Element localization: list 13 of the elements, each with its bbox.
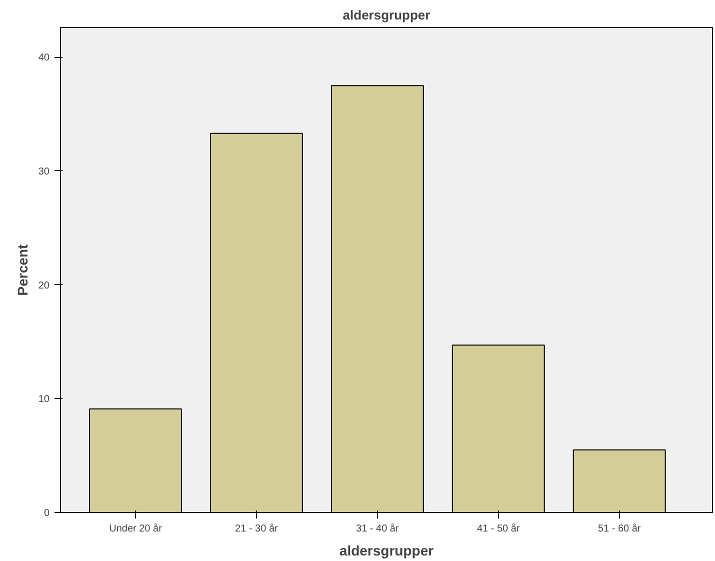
y-axis-title: Percent xyxy=(14,244,30,296)
y-tick-label: 0 xyxy=(44,508,50,519)
y-tick-label: 30 xyxy=(38,166,50,178)
y-tick-label: 10 xyxy=(38,394,50,406)
x-axis-title: aldersgrupper xyxy=(339,542,434,558)
x-tick-label: Under 20 år xyxy=(109,522,163,534)
x-tick-label: 51 - 60 år xyxy=(598,522,642,534)
x-tick-label: 41 - 50 år xyxy=(476,522,520,534)
chart-title: aldersgrupper xyxy=(342,8,430,22)
x-tick-label: 21 - 30 år xyxy=(235,522,279,534)
x-tick-label: 31 - 40 år xyxy=(356,522,400,534)
y-tick-label: 40 xyxy=(38,52,50,64)
y-tick-label: 20 xyxy=(38,280,50,292)
